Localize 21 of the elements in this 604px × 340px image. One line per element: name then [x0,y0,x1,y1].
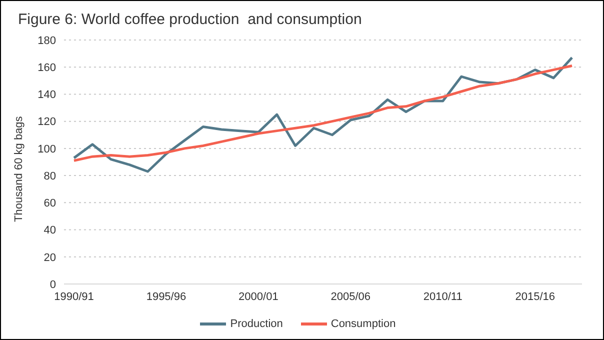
line-series [72,64,574,162]
x-tick-label: 2015/16 [515,290,555,303]
y-tick-label: 160 [38,62,56,74]
y-tick-label: 80 [44,170,56,182]
x-tick-label: 2000/01 [238,290,278,303]
y-tick-label: 140 [38,89,56,102]
x-tick-label: 2010/11 [423,290,462,303]
x-tick-label: 1995/96 [146,290,186,303]
y-tick-label: 20 [44,252,56,264]
y-tick-label: 0 [50,278,56,291]
y-axis-title: Thousand 60 kg bags [12,116,25,222]
y-tick-label: 120 [38,116,56,128]
x-tick-label: 2005/06 [330,290,371,303]
legend-label: Consumption [330,318,396,330]
y-tick-label: 100 [38,143,56,156]
x-tick-label: 1990/91 [54,290,94,303]
y-tick-label: 60 [44,198,56,210]
y-tick-label: 40 [44,224,56,237]
chart-title: Figure 6: World coffee production and consumption [18,11,362,28]
y-tick-label: 180 [38,34,56,47]
legend-label: Production [230,318,283,330]
